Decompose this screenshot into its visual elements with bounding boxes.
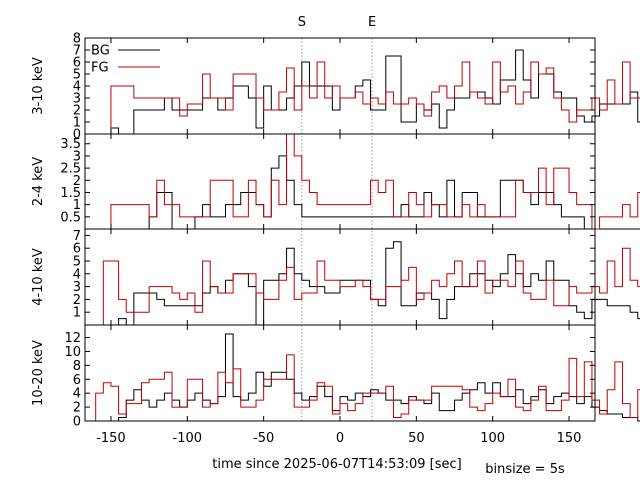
y-axis-label: 4-10 keV xyxy=(31,248,46,306)
panel-3 xyxy=(84,324,640,422)
y-tick-label: 1 xyxy=(73,116,81,131)
y-tick-label: 6 xyxy=(73,56,81,71)
y-tick-label: 6 xyxy=(73,242,81,257)
y-tick-label: 5 xyxy=(73,68,81,83)
y-tick-label: 2 xyxy=(73,104,81,119)
y-tick-label: 3.5 xyxy=(60,137,81,152)
y-tick-label: 8 xyxy=(73,32,81,47)
series-fg-line xyxy=(88,247,640,326)
y-tick-label: 0.5 xyxy=(60,210,81,225)
series-fg-line xyxy=(88,133,640,230)
y-tick-label: 6 xyxy=(73,373,81,388)
panel-1 xyxy=(84,133,640,230)
y-tick-label: 7 xyxy=(73,229,81,244)
marker-label-s: S xyxy=(298,15,306,30)
x-tick-label: 0 xyxy=(336,431,344,446)
panel-2 xyxy=(84,228,640,326)
y-tick-label: 1.5 xyxy=(60,186,81,201)
series-bg-line xyxy=(88,49,640,135)
series-bg-line xyxy=(88,333,640,422)
y-tick-label: 0 xyxy=(73,415,81,430)
y-tick-label: 4 xyxy=(73,267,81,282)
y-tick-label: 4 xyxy=(73,387,81,402)
y-tick-label: 3 xyxy=(73,149,81,164)
y-tick-label: 2.5 xyxy=(60,162,81,177)
y-tick-label: 2 xyxy=(73,293,81,308)
y-tick-label: 2 xyxy=(73,401,81,416)
y-tick-label: 5 xyxy=(73,255,81,270)
panel-frame xyxy=(84,133,596,230)
y-tick-label: 3 xyxy=(73,280,81,295)
series-bg-line xyxy=(88,155,640,230)
y-tick-label: 3 xyxy=(73,92,81,107)
y-tick-label: 7 xyxy=(73,44,81,59)
binsize-label: binsize = 5s xyxy=(485,462,565,477)
x-axis-label: time since 2025-06-07T14:53:09 [sec] xyxy=(212,457,461,472)
y-tick-label: 4 xyxy=(73,80,81,95)
x-tick-label: 150 xyxy=(557,431,582,446)
panel-0 xyxy=(84,37,640,135)
y-tick-label: 10 xyxy=(64,345,81,360)
series-fg-line xyxy=(88,354,640,422)
y-tick-label: 1 xyxy=(73,306,81,321)
y-tick-label: 8 xyxy=(73,359,81,374)
y-axis-label: 2-4 keV xyxy=(31,157,46,206)
x-tick-label: -100 xyxy=(173,431,203,446)
y-tick-label: 0 xyxy=(73,128,81,143)
series-bg-line xyxy=(88,241,640,326)
legend-label-bg: BG xyxy=(91,44,110,59)
series-fg-line xyxy=(88,61,640,135)
marker-label-e: E xyxy=(368,15,376,30)
x-tick-label: 50 xyxy=(408,431,425,446)
x-tick-label: -150 xyxy=(96,431,126,446)
y-tick-label: 12 xyxy=(64,331,81,346)
y-axis-label: 10-20 keV xyxy=(31,340,46,406)
y-tick-label: 1 xyxy=(73,198,81,213)
y-tick-label: 2 xyxy=(73,174,81,189)
x-tick-label: 100 xyxy=(480,431,505,446)
panel-frame xyxy=(84,228,596,326)
x-tick-label: -50 xyxy=(253,431,274,446)
y-axis-label: 3-10 keV xyxy=(31,57,46,115)
legend-label-fg: FG xyxy=(91,61,109,76)
